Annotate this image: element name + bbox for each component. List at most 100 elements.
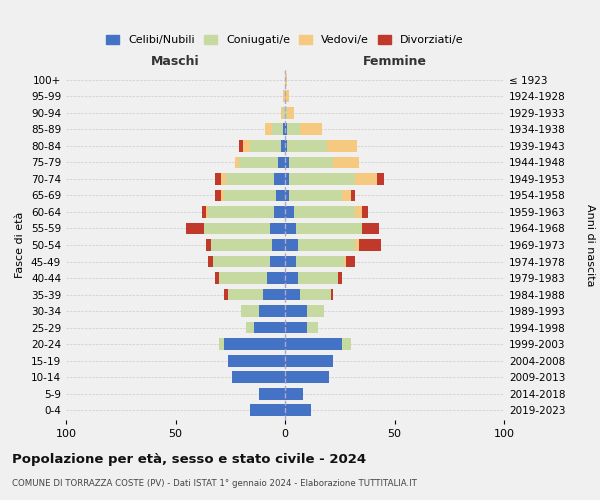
Y-axis label: Anni di nascita: Anni di nascita [585,204,595,286]
Bar [331,288,333,300]
Bar [239,140,244,152]
Bar [263,288,285,300]
Text: Popolazione per età, sesso e stato civile - 2024: Popolazione per età, sesso e stato civil… [12,452,366,466]
Bar [206,206,208,218]
Bar [342,338,350,350]
Bar [228,354,285,366]
Bar [272,124,283,136]
Bar [215,190,221,202]
Bar [232,371,285,383]
Bar [274,206,285,218]
Bar [285,124,287,136]
Bar [208,206,274,218]
Bar [228,288,263,300]
Bar [298,272,338,284]
Bar [285,156,289,168]
Bar [269,222,285,234]
Bar [221,173,226,185]
Bar [241,305,259,317]
Y-axis label: Fasce di età: Fasce di età [16,212,25,278]
Bar [350,190,355,202]
Bar [301,124,322,136]
Bar [215,272,220,284]
Text: Femmine: Femmine [362,54,427,68]
Bar [285,190,289,202]
Bar [346,256,355,268]
Bar [355,206,362,218]
Bar [272,239,285,251]
Bar [224,190,276,202]
Bar [289,190,342,202]
Bar [206,239,211,251]
Bar [359,239,382,251]
Bar [281,140,285,152]
Bar [244,140,250,152]
Bar [285,140,287,152]
Bar [259,388,285,400]
Bar [285,74,287,86]
Bar [226,173,274,185]
Bar [344,256,346,268]
Bar [307,322,318,334]
Text: COMUNE DI TORRAZZA COSTE (PV) - Dati ISTAT 1° gennaio 2024 - Elaborazione TUTTIT: COMUNE DI TORRAZZA COSTE (PV) - Dati IST… [12,479,417,488]
Bar [296,222,362,234]
Bar [355,173,377,185]
Bar [285,354,333,366]
Bar [285,239,298,251]
Bar [326,140,357,152]
Bar [213,256,269,268]
Bar [265,124,272,136]
Bar [285,371,329,383]
Bar [285,90,289,102]
Bar [307,305,325,317]
Bar [235,156,239,168]
Bar [342,190,350,202]
Bar [259,305,285,317]
Bar [285,206,294,218]
Bar [377,173,383,185]
Bar [250,404,285,416]
Bar [298,239,355,251]
Bar [285,256,296,268]
Bar [289,156,333,168]
Bar [215,173,221,185]
Bar [333,156,359,168]
Bar [285,173,289,185]
Bar [355,239,359,251]
Bar [224,338,285,350]
Bar [220,338,224,350]
Bar [281,107,283,119]
Bar [287,107,294,119]
Bar [274,173,285,185]
Bar [278,156,285,168]
Bar [276,190,285,202]
Bar [283,107,285,119]
Legend: Celibi/Nubili, Coniugati/e, Vedovi/e, Divorziati/e: Celibi/Nubili, Coniugati/e, Vedovi/e, Di… [102,30,468,50]
Bar [362,222,379,234]
Bar [245,322,254,334]
Bar [287,124,301,136]
Bar [224,288,228,300]
Bar [287,140,326,152]
Bar [285,107,287,119]
Bar [285,272,298,284]
Bar [285,222,296,234]
Bar [269,256,285,268]
Bar [283,90,285,102]
Bar [204,222,269,234]
Bar [285,404,311,416]
Bar [221,190,224,202]
Bar [301,288,331,300]
Bar [296,256,344,268]
Bar [220,272,268,284]
Bar [294,206,355,218]
Text: Maschi: Maschi [151,54,200,68]
Bar [362,206,368,218]
Bar [268,272,285,284]
Bar [187,222,204,234]
Bar [239,156,278,168]
Bar [254,322,285,334]
Bar [285,288,301,300]
Bar [285,305,307,317]
Bar [211,239,272,251]
